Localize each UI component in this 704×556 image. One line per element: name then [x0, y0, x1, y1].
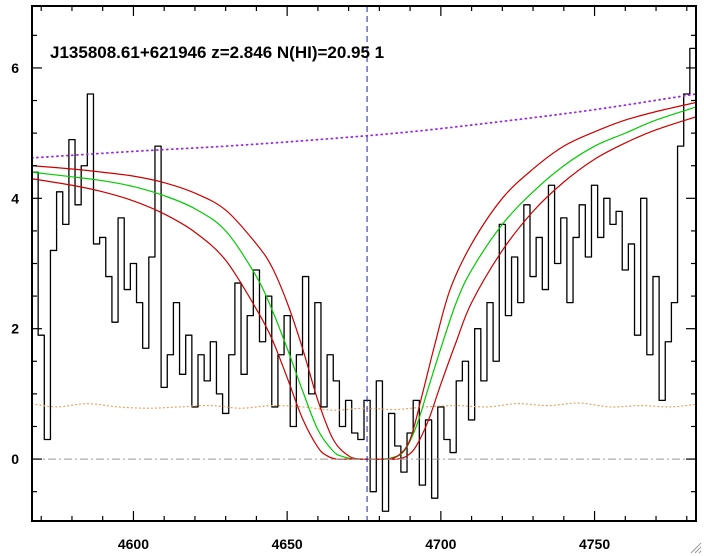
series-continuum [32, 93, 696, 159]
series-flux [32, 47, 696, 512]
x-tick-label: 4700 [425, 536, 456, 552]
x-tick-label: 4750 [579, 536, 610, 552]
y-tick-label: 2 [11, 321, 19, 337]
y-tick-label: 0 [11, 451, 19, 467]
chart-title: J135808.61+621946 z=2.846 N(HI)=20.95 1 [50, 43, 384, 62]
series-error [32, 402, 696, 411]
resize-grip-icon[interactable] [690, 542, 702, 554]
y-tick-label: 6 [11, 60, 19, 76]
series-layer [32, 47, 696, 512]
x-tick-label: 4600 [118, 536, 149, 552]
x-tick-label: 4650 [272, 536, 303, 552]
axis-ticks: 4600 4650 4700 4750 0 2 4 6 [11, 6, 696, 552]
y-tick-label: 4 [11, 190, 19, 206]
reference-lines [32, 6, 696, 521]
